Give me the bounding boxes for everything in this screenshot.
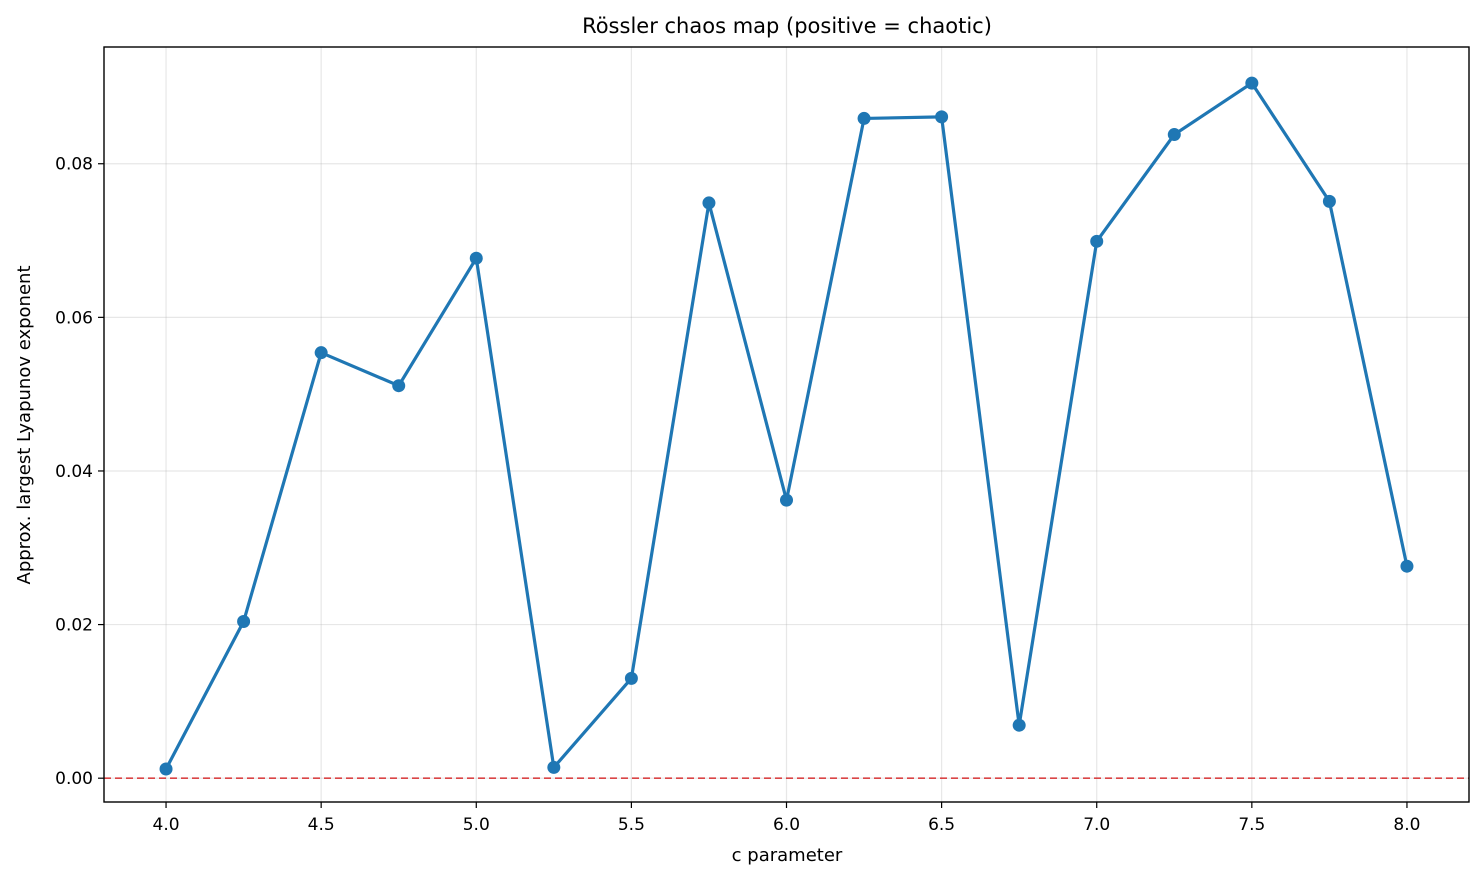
x-tick-label: 6.0 <box>773 815 800 835</box>
data-point <box>547 760 561 774</box>
series-layer <box>159 76 1414 776</box>
x-tick-label: 7.5 <box>1238 815 1265 835</box>
data-point <box>1090 234 1104 248</box>
x-tick-label: 5.0 <box>463 815 490 835</box>
y-tick-label: 0.06 <box>55 308 93 328</box>
data-point <box>780 493 793 507</box>
data-point <box>1245 76 1259 90</box>
data-point <box>702 196 716 210</box>
data-point <box>237 615 251 629</box>
data-point <box>624 671 638 685</box>
y-axis-label: Approx. largest Lyapunov exponent <box>14 266 35 585</box>
data-point <box>314 346 328 360</box>
x-tick-label: 8.0 <box>1393 815 1420 835</box>
grid-layer <box>104 47 1469 802</box>
data-point <box>469 251 483 265</box>
y-tick-label: 0.08 <box>55 155 93 175</box>
x-tick-label: 4.0 <box>153 815 180 835</box>
data-point <box>1322 194 1336 208</box>
data-point <box>857 111 871 125</box>
chart-title: Rössler chaos map (positive = chaotic) <box>582 14 992 38</box>
y-tick-label: 0.02 <box>55 616 93 636</box>
x-tick-label: 5.5 <box>618 815 645 835</box>
x-tick-label: 4.5 <box>308 815 335 835</box>
data-point <box>392 379 406 393</box>
y-tick-label: 0.00 <box>55 769 93 789</box>
data-point <box>159 762 173 776</box>
x-axis-ticks: 4.0 4.5 5.0 5.5 6.0 6.5 7.0 7.5 8.0 <box>153 802 1420 835</box>
data-point <box>1167 128 1181 142</box>
data-point <box>1400 559 1414 573</box>
data-point <box>935 110 949 124</box>
x-tick-label: 7.0 <box>1083 815 1110 835</box>
y-tick-label: 0.04 <box>55 462 93 482</box>
data-point <box>1012 718 1026 732</box>
x-axis-label: c parameter <box>732 845 843 866</box>
y-axis-ticks: 0.00 0.02 0.04 0.06 0.08 <box>55 155 104 789</box>
x-tick-label: 6.5 <box>928 815 955 835</box>
